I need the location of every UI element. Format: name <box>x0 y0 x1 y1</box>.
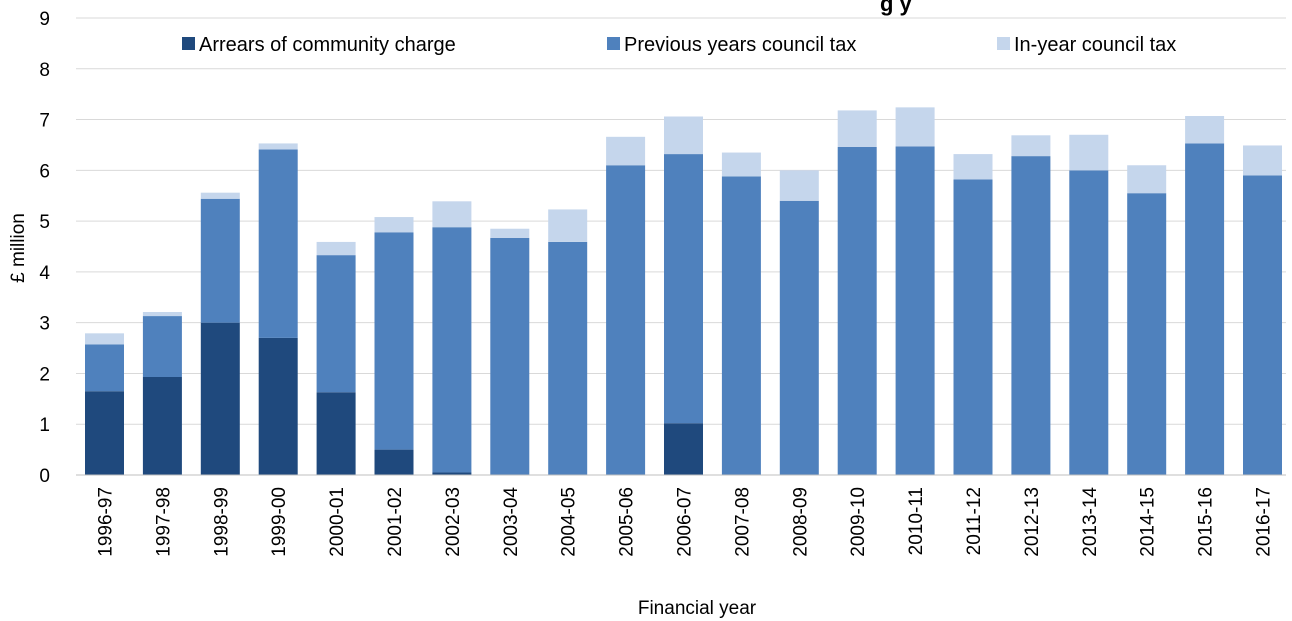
bar-segment-in-year <box>85 333 124 345</box>
bar-segment-previous-years <box>374 232 414 450</box>
chart-title-fragment: g y <box>880 0 913 16</box>
x-tick-label: 2009-10 <box>848 487 869 557</box>
bar-segment-previous-years <box>1011 156 1051 476</box>
x-tick-label: 1998-99 <box>211 487 232 557</box>
bar-segment-previous-years <box>953 179 993 475</box>
bar-segment-in-year <box>200 192 240 199</box>
legend-swatch <box>997 37 1010 50</box>
bar-segment-previous-years <box>85 344 124 392</box>
bar-segment-in-year <box>721 152 761 177</box>
bar-segment-previous-years <box>1185 143 1225 475</box>
bar-segment-previous-years <box>664 154 703 424</box>
legend: Arrears of community charge Previous year… <box>182 34 1176 56</box>
bar-segment-in-year <box>490 228 530 238</box>
bar-segment-in-year <box>374 217 414 233</box>
x-tick-label: 1996-97 <box>96 487 117 557</box>
x-tick-label: 2005-06 <box>617 487 638 557</box>
bar-segment-in-year <box>1185 116 1225 144</box>
x-tick-label: 2004-05 <box>559 487 580 557</box>
y-axis-label: £ million <box>8 213 29 283</box>
bar-segment-previous-years <box>779 200 819 476</box>
bar-segment-in-year <box>432 201 472 228</box>
x-tick-label: 2002-03 <box>443 487 464 557</box>
y-tick-label: 5 <box>39 212 50 233</box>
bar-segment-in-year <box>779 170 819 201</box>
bar-segment-previous-years <box>258 149 298 338</box>
x-tick-label: 2011-12 <box>964 487 985 555</box>
bar-segment-previous-years <box>606 165 646 475</box>
y-tick-label: 8 <box>39 60 50 81</box>
bar-segment-previous-years <box>316 255 356 393</box>
bar-segment-previous-years <box>1243 175 1282 475</box>
x-axis-label: Financial year <box>638 598 757 619</box>
bar-segment-arrears <box>432 472 472 475</box>
bar-segment-previous-years <box>548 241 588 475</box>
x-tick-label: 2000-01 <box>327 487 348 557</box>
bar-segment-arrears <box>85 391 124 475</box>
bar-segment-in-year <box>1069 134 1109 171</box>
x-tick-label: 1997-98 <box>153 487 174 557</box>
x-tick-label: 2010-11 <box>906 487 927 555</box>
bar-segment-arrears <box>664 423 703 475</box>
x-tick-label: 2001-02 <box>385 487 406 557</box>
bar-segment-in-year <box>837 110 877 147</box>
axes: 0 1 2 3 4 5 6 7 8 9 1996-97 1997-98 1998-99 1999-00 20… <box>39 9 1286 557</box>
bar-segment-previous-years <box>895 146 935 475</box>
bar-segment-in-year <box>1011 135 1051 157</box>
x-tick-label: 1999-00 <box>269 487 290 557</box>
y-tick-label: 1 <box>39 415 50 436</box>
bar-segment-in-year <box>953 154 993 180</box>
y-tick-label: 2 <box>39 364 50 385</box>
x-tick-label: 2003-04 <box>501 487 522 557</box>
bars <box>85 107 1282 476</box>
bar-segment-in-year <box>895 107 935 147</box>
bar-segment-in-year <box>258 143 298 150</box>
y-tick-label: 4 <box>39 263 50 284</box>
legend-label: Previous years council tax <box>624 34 856 56</box>
y-tick-label: 3 <box>39 314 50 335</box>
bar-segment-previous-years <box>490 237 530 475</box>
bar-segment-in-year <box>548 209 588 242</box>
x-tick-label: 2008-09 <box>790 487 811 557</box>
bar-segment-in-year <box>664 116 703 155</box>
bar-segment-arrears <box>316 392 356 475</box>
bar-segment-in-year <box>316 241 356 256</box>
bar-segment-in-year <box>1243 145 1282 176</box>
y-tick-label: 9 <box>39 9 50 30</box>
bar-segment-previous-years <box>721 176 761 475</box>
bar-segment-previous-years <box>1127 193 1167 475</box>
bar-segment-arrears <box>374 449 414 475</box>
bar-segment-previous-years <box>1069 170 1109 476</box>
x-tick-label: 2015-16 <box>1196 487 1217 557</box>
x-tick-label: 2012-13 <box>1022 487 1043 557</box>
x-tick-label: 2014-15 <box>1138 487 1159 557</box>
bar-segment-previous-years <box>200 198 240 323</box>
legend-label: Arrears of community charge <box>199 34 456 56</box>
bar-segment-in-year <box>606 136 646 166</box>
legend-swatch <box>607 37 620 50</box>
x-tick-label: 2016-17 <box>1254 487 1275 557</box>
bar-segment-previous-years <box>142 316 182 377</box>
x-tick-label: 2013-14 <box>1080 487 1101 557</box>
bar-segment-arrears <box>200 322 240 475</box>
x-tick-label: 2007-08 <box>732 487 753 557</box>
bar-segment-in-year <box>1127 165 1167 194</box>
y-tick-label: 6 <box>39 161 50 182</box>
bar-segment-previous-years <box>837 146 877 475</box>
y-tick-label: 0 <box>39 466 50 487</box>
bar-segment-arrears <box>142 376 182 475</box>
bar-segment-in-year <box>142 312 182 317</box>
legend-label: In-year council tax <box>1014 34 1176 56</box>
bar-segment-arrears <box>258 337 298 475</box>
bar-segment-previous-years <box>432 227 472 473</box>
y-tick-label: 7 <box>39 111 50 132</box>
x-tick-label: 2006-07 <box>675 487 696 557</box>
legend-swatch <box>182 37 195 50</box>
